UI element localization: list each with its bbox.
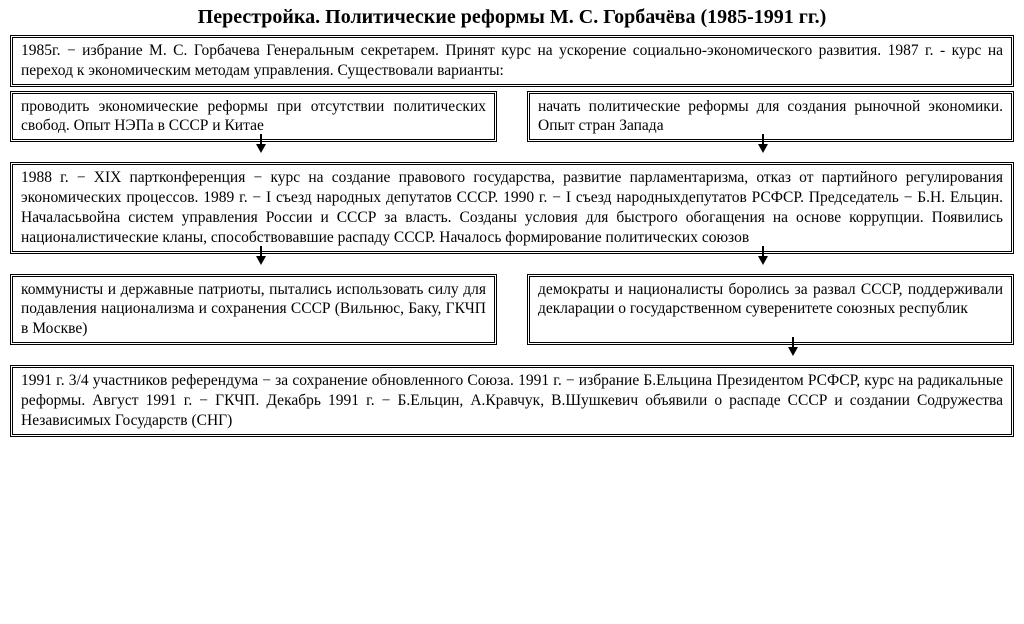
middle-box: 1988 г. − XIX партконференция − курс на …: [10, 162, 1014, 253]
outcome-right-box: демократы и националисты боролись за раз…: [527, 274, 1014, 345]
options-row: проводить экономические реформы при отсу…: [10, 91, 1014, 143]
arrow-outcome-to-final: [10, 345, 1014, 365]
option-right-box: начать политические реформы для создания…: [527, 91, 1014, 143]
option-left-box: проводить экономические реформы при отсу…: [10, 91, 497, 143]
arrows-middle-to-outcomes: [10, 254, 1014, 274]
arrows-options-to-middle: [10, 142, 1014, 162]
page-title: Перестройка. Политические реформы М. С. …: [10, 6, 1014, 29]
outcome-left-box: коммунисты и державные патриоты, пыталис…: [10, 274, 497, 345]
intro-box: 1985г. − избрание М. С. Горбачева Генера…: [10, 35, 1014, 87]
outcomes-row: коммунисты и державные патриоты, пыталис…: [10, 274, 1014, 345]
final-box: 1991 г. 3/4 участников референдума − за …: [10, 365, 1014, 436]
